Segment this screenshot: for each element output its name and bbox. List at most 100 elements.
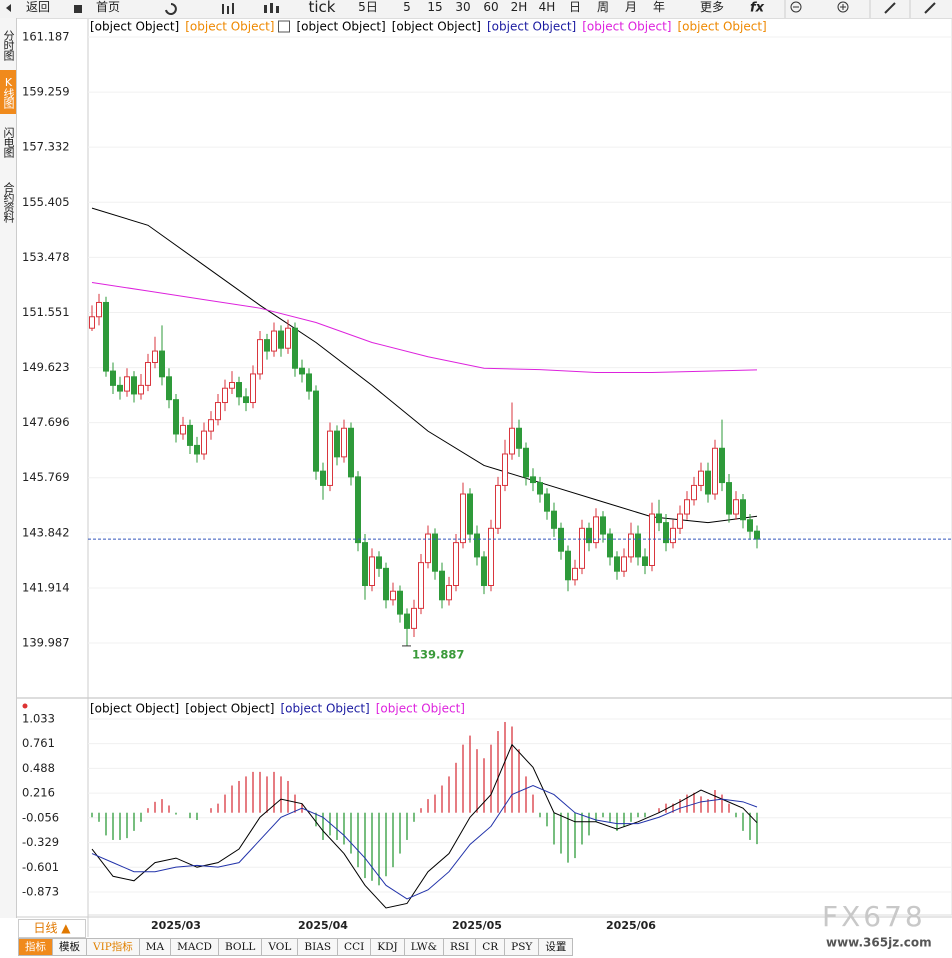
x-tick-label: 2025/03 <box>151 919 201 932</box>
candle-body <box>390 590 396 601</box>
candle-body <box>572 567 578 581</box>
sidebar-tab[interactable]: 分时图 <box>2 30 15 60</box>
indicator-tab[interactable]: VOL <box>262 938 299 956</box>
y-tick-label: 147.696 <box>22 415 70 429</box>
y-tick-label: 155.405 <box>22 195 70 209</box>
toolbar-button[interactable]: tick <box>308 0 336 16</box>
y-tick-label: 151.551 <box>22 305 70 319</box>
y-tick-label: 149.623 <box>22 360 70 374</box>
indicator-tab[interactable]: LW& <box>404 938 444 956</box>
y-tick-label: 143.842 <box>22 525 70 539</box>
indicator-tab[interactable]: MA <box>139 938 172 956</box>
toolbar-button[interactable]: 15 <box>427 0 443 14</box>
toolbar-button[interactable]: 年 <box>652 0 666 14</box>
indicator-tab[interactable]: CCI <box>338 938 372 956</box>
candle-body <box>551 510 557 529</box>
indicator-tab[interactable]: RSI <box>443 938 477 956</box>
watermark-url: www.365jz.com <box>826 936 932 950</box>
legend-text: [object Object] <box>392 20 481 34</box>
candle-body <box>250 373 256 404</box>
candle-body <box>194 444 200 455</box>
svg-text:fx: fx <box>750 1 765 16</box>
period-selector[interactable]: 日线 ▲ <box>18 919 86 938</box>
sidebar: 分时图 K线图闪电图合约资料 <box>0 18 17 918</box>
toolbar-button[interactable]: 4H <box>538 0 556 14</box>
candle-body <box>369 556 375 587</box>
sidebar-tab[interactable]: 闪电图 <box>2 127 15 157</box>
indicator-tab[interactable]: VIP指标 <box>87 938 140 956</box>
candle-body <box>138 384 144 395</box>
candle-body <box>159 350 165 378</box>
toolbar-button[interactable]: 5日 <box>358 0 378 14</box>
indicator-tab[interactable]: 指标 <box>18 938 53 956</box>
sidebar-tab[interactable]: K线图 <box>0 70 16 114</box>
candle-body <box>691 484 697 501</box>
candle-body <box>320 470 326 486</box>
legend-text: [object Object] <box>376 702 465 716</box>
candle-body <box>285 327 291 349</box>
candle-body <box>215 402 221 421</box>
toolbar-button[interactable]: 周 <box>596 0 610 14</box>
indicator-tab[interactable]: BOLL <box>218 938 263 956</box>
candle-body <box>411 607 417 629</box>
candle-body <box>236 382 242 398</box>
candle-body <box>103 301 109 372</box>
candle-body <box>733 499 739 515</box>
indicator-line <box>91 784 758 900</box>
candle-body <box>271 330 277 352</box>
legend-text: [object Object] <box>90 20 179 34</box>
indicator-tabs: 指标 模板 VIP指标 MA MACD BOLL VOL BIAS CCI KDJ LW& RSI CR… <box>18 938 574 956</box>
indicator-tab[interactable]: MACD <box>171 938 219 956</box>
indicator-tab[interactable]: KDJ <box>371 938 405 956</box>
candle-body <box>502 453 508 486</box>
indicator-tab[interactable]: 设置 <box>539 938 574 956</box>
toolbar-button[interactable]: 首页 <box>95 0 121 14</box>
x-tick-label: 2025/04 <box>298 919 348 932</box>
y-tick-label: 145.769 <box>22 470 70 484</box>
x-tick-label: 2025/06 <box>606 919 656 932</box>
candle-body <box>509 427 515 455</box>
indicator-line <box>91 207 758 524</box>
indicator-tab[interactable]: PSY <box>505 938 540 956</box>
candle-body <box>607 533 613 558</box>
toolbar-button[interactable]: 2H <box>510 0 528 14</box>
candle-body <box>313 390 319 472</box>
candle-body <box>558 527 564 552</box>
x-tick-label: 2025/05 <box>452 919 502 932</box>
candle-body <box>684 499 690 515</box>
legend-text: [object Object] <box>185 702 274 716</box>
legend-text: [object Object] <box>582 20 671 34</box>
toolbar-button[interactable]: 返回 <box>25 0 51 14</box>
candle-body <box>488 527 494 587</box>
candle-body <box>481 556 487 587</box>
candle-body <box>187 424 193 446</box>
toolbar-button[interactable]: 30 <box>455 0 471 14</box>
candle-body <box>446 585 452 601</box>
watermark: FX678 <box>822 900 926 933</box>
indicator-tab[interactable]: BIAS <box>298 938 339 956</box>
candle-body <box>439 570 445 601</box>
candle-body <box>201 430 207 455</box>
toolbar-button[interactable]: 5 <box>403 0 411 14</box>
toolbar-button[interactable]: 60 <box>483 0 499 14</box>
y-tick-label: 1.033 <box>22 711 55 725</box>
sidebar-tab[interactable]: 合约资料 <box>2 182 15 222</box>
candle-body <box>383 567 389 601</box>
toolbar-button[interactable]: 更多 <box>699 0 725 14</box>
indicator-tab[interactable]: CR <box>476 938 506 956</box>
candle-body <box>173 399 179 435</box>
candle-body <box>593 516 599 544</box>
candle-body <box>124 376 130 392</box>
toolbar-button[interactable]: 月 <box>624 0 638 14</box>
candle-body <box>628 533 634 558</box>
y-tick-label: -0.601 <box>22 860 59 874</box>
indicator-tab[interactable]: 模板 <box>53 938 87 956</box>
candle-body <box>740 499 746 521</box>
candle-body <box>404 613 410 629</box>
candle-body <box>257 339 263 375</box>
candle-body <box>621 556 627 572</box>
y-tick-label: -0.873 <box>22 884 59 898</box>
toolbar: fx 返回 首页 tick 5日 5 15 30 60 2H 4H 日周月年 更多 <box>0 0 952 19</box>
y-tick-label: 0.488 <box>22 761 55 775</box>
toolbar-button[interactable]: 日 <box>568 0 582 14</box>
